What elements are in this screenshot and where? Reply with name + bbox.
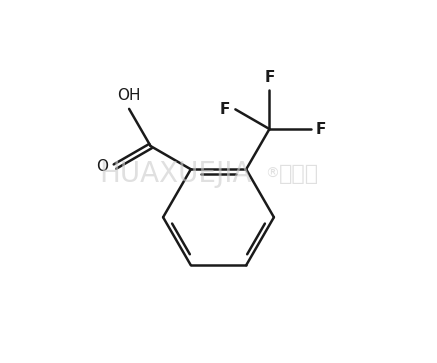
Text: HUAXUEJIA: HUAXUEJIA	[99, 160, 252, 188]
Text: F: F	[316, 122, 326, 136]
Text: ®: ®	[265, 167, 279, 182]
Text: F: F	[264, 70, 274, 85]
Text: F: F	[220, 102, 230, 117]
Text: 化学加: 化学加	[279, 164, 319, 184]
Text: O: O	[97, 159, 108, 174]
Text: OH: OH	[118, 88, 141, 103]
